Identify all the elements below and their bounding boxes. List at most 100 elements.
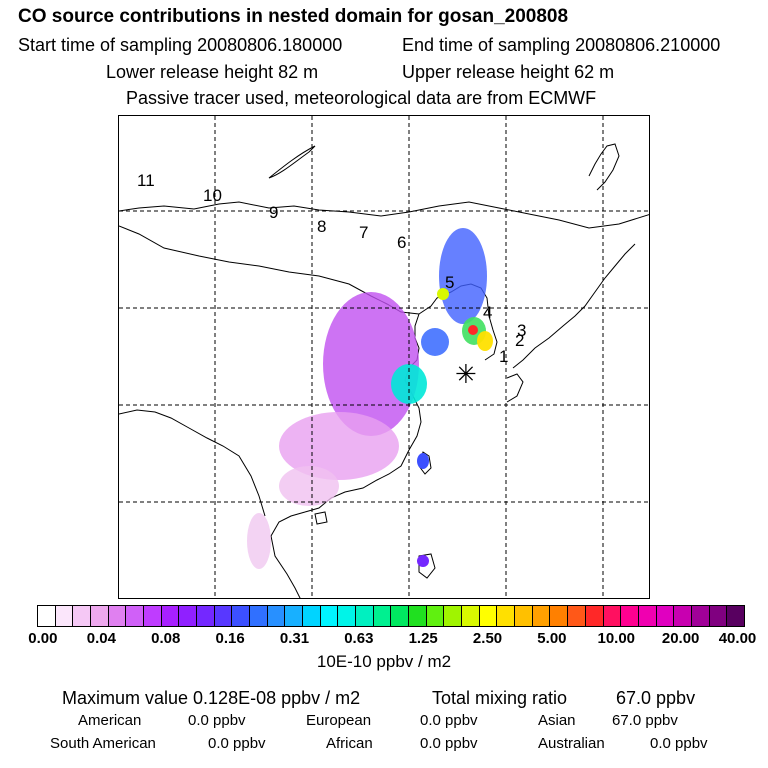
traj-label-5: 5 <box>445 273 454 292</box>
colorbar-tick-label: 20.00 <box>661 630 700 647</box>
colorbar-swatch <box>691 606 710 626</box>
colorbar-swatch <box>532 606 551 626</box>
colorbar-swatch <box>444 606 463 626</box>
coast-sakhalin <box>588 143 620 191</box>
colorbar-swatch <box>603 606 622 626</box>
colorbar-swatch <box>709 606 728 626</box>
colorbar-swatch <box>320 606 339 626</box>
plume-south-china <box>247 513 271 569</box>
coast-philippines <box>418 553 436 579</box>
colorbar-swatch <box>38 606 56 626</box>
region-name: Australian <box>538 735 605 752</box>
plot-title: CO source contributions in nested domain… <box>18 6 569 27</box>
region-value: 0.0 ppbv <box>188 712 246 729</box>
colorbar-swatch <box>727 606 744 626</box>
colorbar-swatch <box>161 606 180 626</box>
plume-north-blue <box>439 228 487 324</box>
colorbar-swatch <box>338 606 357 626</box>
colorbar-tick-label: 0.04 <box>86 630 116 647</box>
coastline-north <box>119 201 649 229</box>
colorbar-swatch <box>409 606 427 626</box>
region-name: African <box>326 735 373 752</box>
colorbar-tick-label: 5.00 <box>537 630 567 647</box>
map-canvas: 1 2 3 4 5 6 7 8 9 10 11 ✳ <box>119 116 649 598</box>
start-time-label: Start time of sampling 20080806.180000 <box>18 35 343 55</box>
region-value: 0.0 ppbv <box>420 735 478 752</box>
colorbar-swatch <box>108 606 127 626</box>
colorbar-swatch <box>197 606 215 626</box>
coast-east-china <box>304 313 422 513</box>
trajectory-labels: 1 2 3 4 5 6 7 8 9 10 11 ✳ <box>137 171 526 389</box>
colorbar-tick-label: 0.31 <box>279 630 310 647</box>
colorbar-swatch <box>303 606 321 626</box>
upper-release-label: Upper release height 62 m <box>402 62 615 82</box>
region-name: Asian <box>538 712 576 729</box>
traj-label-1: 1 <box>499 347 508 366</box>
colorbar-tick-label: 0.08 <box>151 630 181 647</box>
border-southwest <box>119 409 266 517</box>
colorbar-tick-label: 10.00 <box>597 630 636 647</box>
traj-label-9: 9 <box>269 203 278 222</box>
region-name: American <box>78 712 142 729</box>
colorbar-swatch <box>232 606 251 626</box>
colorbar-swatch <box>373 606 392 626</box>
colorbar-swatch <box>568 606 586 626</box>
receptor-marker-icon: ✳ <box>455 359 477 389</box>
lower-release-label: Lower release height 82 m <box>106 62 319 82</box>
colorbar-swatch <box>621 606 639 626</box>
colorbar-tick-label: 2.50 <box>472 630 503 647</box>
colorbar-swatch <box>550 606 569 626</box>
colorbar-tick-label: 40.00 <box>718 630 757 647</box>
coast-japan <box>512 243 636 369</box>
colorbar-swatch <box>585 606 604 626</box>
colorbar-swatch <box>144 606 162 626</box>
region-name: European <box>306 712 372 729</box>
plume-purple-west <box>323 292 419 436</box>
coast-japan-south <box>506 373 524 403</box>
plume-north-yellow <box>437 288 449 300</box>
colorbar-tick-label: 0.16 <box>215 630 245 647</box>
colorbar-swatch <box>179 606 198 626</box>
colorbar-swatch <box>638 606 657 626</box>
plume-taiwan-blue <box>417 453 429 469</box>
map-panel: 1 2 3 4 5 6 7 8 9 10 11 ✳ <box>118 115 650 599</box>
colorbar-unit-label: 10E-10 ppbv / m2 <box>316 652 452 671</box>
region-value: 67.0 ppbv <box>612 712 678 729</box>
colorbar-swatch <box>126 606 145 626</box>
region-value: 0.0 ppbv <box>420 712 478 729</box>
colorbar-swatch <box>285 606 304 626</box>
traj-label-2: 2 <box>515 331 524 350</box>
coast-southeast-asia <box>270 511 306 598</box>
colorbar-swatch <box>267 606 286 626</box>
lat-lon-grid <box>119 116 649 598</box>
colorbar-swatch <box>391 606 410 626</box>
colorbar-swatch <box>214 606 233 626</box>
tracer-note: Passive tracer used, meteorological data… <box>126 88 597 108</box>
traj-label-11: 11 <box>137 171 155 190</box>
lake-outline <box>268 145 316 179</box>
traj-label-8: 8 <box>317 217 326 236</box>
traj-label-6: 6 <box>397 233 406 252</box>
plume-philippines <box>417 555 429 567</box>
end-time-label: End time of sampling 20080806.210000 <box>402 35 721 55</box>
colorbar-tick-label: 1.25 <box>408 630 438 647</box>
traj-label-3: 3 <box>517 321 526 340</box>
colorbar-swatch <box>91 606 109 626</box>
total-mixing-label: Total mixing ratio <box>432 688 568 708</box>
colorbar-tick-label: 0.63 <box>344 630 374 647</box>
colorbar-swatch <box>497 606 516 626</box>
colorbar-swatch <box>656 606 675 626</box>
colorbar-swatch <box>674 606 692 626</box>
region-value: 0.0 ppbv <box>208 735 266 752</box>
colorbar-swatch <box>462 606 480 626</box>
colorbar-swatch <box>73 606 92 626</box>
colorbar-swatch <box>356 606 374 626</box>
maximum-value-label: Maximum value 0.128E-08 ppbv / m2 <box>62 688 361 708</box>
plume-red <box>468 325 478 335</box>
plume-magenta-south <box>279 412 399 480</box>
plume-blue-mid <box>421 328 449 356</box>
traj-label-7: 7 <box>359 223 368 242</box>
colorbar-swatch <box>55 606 74 626</box>
colorbar-swatch <box>515 606 533 626</box>
plume-light-southwest <box>279 466 339 506</box>
